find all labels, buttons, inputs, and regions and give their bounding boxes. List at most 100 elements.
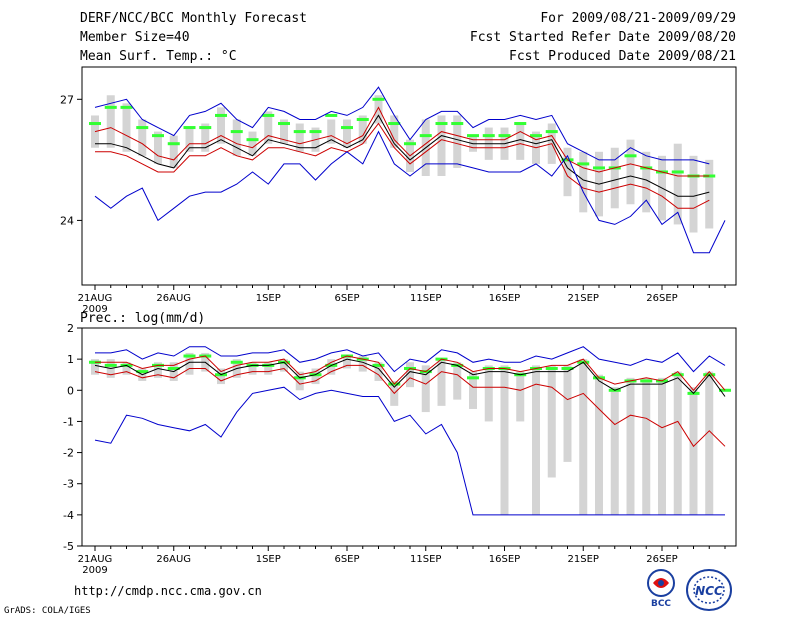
median-mark [136,126,149,130]
spread-box [673,371,682,515]
spread-box [705,159,714,229]
spread-box [610,147,619,209]
spread-box [642,377,651,515]
forecast-produced: Fcst Produced Date 2009/08/21 [509,49,736,64]
spread-box [437,115,446,176]
median-mark [671,373,684,377]
median-mark [451,122,464,126]
x-tick-label: 21AUG [78,293,113,304]
series-line-p10 [94,364,726,448]
median-mark [136,370,149,374]
variable-label: Mean Surf. Temp.: °C [80,49,237,64]
spread-box [358,115,367,144]
spread-box [469,371,477,409]
median-mark [325,113,338,117]
y-tick-label: 1 [67,353,74,366]
median-mark [341,126,353,130]
spread-box [264,362,273,375]
spread-box [154,362,162,378]
spread-box [547,365,556,478]
median-mark [435,122,448,126]
spread-box [248,362,257,375]
median-mark [167,366,180,370]
series-line-p90 [95,355,726,392]
median-mark [230,360,243,364]
y-tick-label: -2 [63,447,74,460]
y-tick-label: 24 [60,214,74,227]
spread-box [406,362,414,388]
spread-box [122,103,131,152]
median-mark [167,142,180,146]
spread-box [217,368,225,385]
spread-box [264,111,273,144]
ncc-globe-icon [693,576,725,604]
x-tick-label: 26AUG [156,554,191,565]
y-tick-label: 2 [67,322,74,335]
x-tick-label: 1SEP [256,554,281,565]
median-mark [671,170,684,174]
spread-box [610,387,619,515]
spread-box [532,365,540,515]
spread-box [579,359,588,515]
spread-box [689,387,698,515]
median-mark [215,113,227,117]
y-tick-label: -4 [63,509,74,522]
ncc-logo-text: NCC [695,584,723,598]
median-mark [372,363,385,367]
median-mark [561,366,574,370]
median-mark [624,154,637,158]
median-mark [89,122,101,126]
median-mark [293,130,306,134]
median-mark [230,130,243,134]
spread-box [232,119,241,156]
x-tick-label: 26SEP [646,554,677,565]
median-mark [199,126,212,130]
x-tick-label: 16SEP [489,554,520,565]
source-url[interactable]: http://cmdp.ncc.cma.gov.cn [74,584,262,598]
median-mark [404,142,416,146]
x-tick-label: 26AUG [156,293,191,304]
x-tick-label: 11SEP [410,293,441,304]
x-tick-label: 6SEP [334,554,359,565]
median-mark [120,105,133,109]
spread-box [673,143,682,225]
spread-box [374,362,383,381]
median-mark [577,162,590,166]
spread-box [295,123,304,152]
spread-box [579,151,588,213]
median-mark [640,379,653,383]
median-mark [545,130,558,134]
plot-frame [81,327,737,547]
spread-box [343,119,351,148]
grads-credit: GrADS: COLA/IGES [4,606,91,616]
chart-title: DERF/NCC/BCC Monthly Forecast [80,11,307,26]
x-tick-label: 26SEP [646,293,677,304]
spread-box [154,131,162,164]
median-mark [467,134,479,138]
spread-box [516,123,525,160]
x-tick-label: 21SEP [568,293,599,304]
spread-box [500,365,509,515]
median-mark [372,97,385,101]
y-tick-label: -3 [63,478,74,491]
spread-box [705,371,714,515]
spread-box [595,374,603,515]
series-line-min [94,386,725,516]
median-mark [388,122,401,126]
median-mark [183,354,196,358]
spread-box [201,123,210,152]
median-mark [530,134,542,138]
spread-box [248,131,257,156]
spread-box [437,359,446,406]
forecast-range: For 2009/08/21-2009/09/29 [540,11,736,26]
spread-box [689,155,698,233]
median-mark [467,376,479,380]
spread-box [295,371,304,391]
y-tick-label: -5 [63,540,74,553]
spread-box [217,107,225,144]
spread-box [185,127,194,152]
spread-box [390,115,399,148]
spread-box [327,359,336,375]
spread-box [626,377,635,515]
